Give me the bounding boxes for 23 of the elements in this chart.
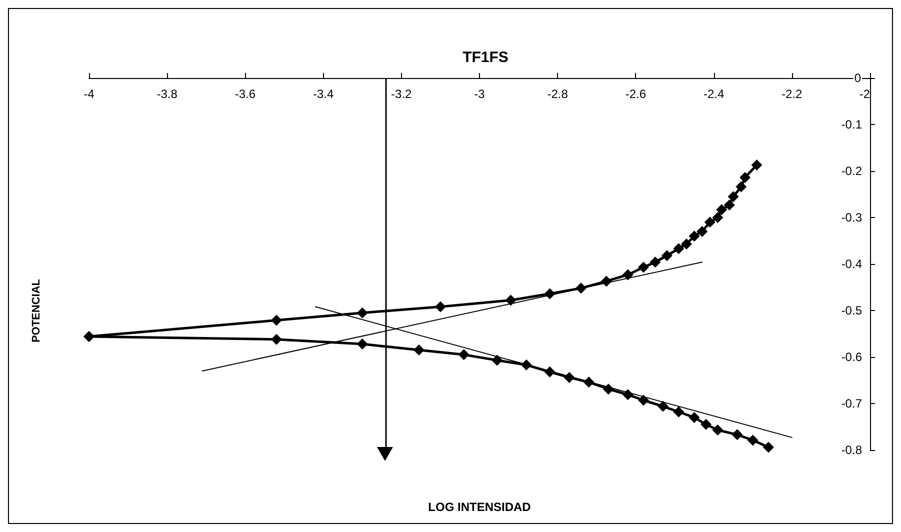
x-tick-label: -2 (859, 87, 870, 101)
x-tick-label: -3.6 (234, 87, 256, 101)
y-tick-label: -0.5 (841, 304, 862, 318)
y-axis-title: POTENCIAL (30, 278, 42, 343)
x-axis-title: LOG INTENSIDAD (428, 500, 532, 514)
y-tick-label: -0.8 (841, 443, 862, 457)
y-tick-label: -0.7 (841, 396, 862, 410)
x-tick-label: -4 (84, 87, 95, 101)
y-tick-label: -0.1 (841, 118, 862, 132)
x-tick-label: -2.4 (703, 87, 724, 101)
y-tick-label: -0.3 (841, 210, 862, 224)
x-tick-label: -3 (474, 87, 486, 101)
x-tick-label: -3.8 (156, 87, 178, 101)
x-tick-label: -2.6 (625, 87, 646, 101)
x-tick-label: -3.4 (312, 87, 334, 101)
y-tick-label: -0.4 (841, 257, 862, 271)
y-tick-label: -0.2 (841, 164, 862, 178)
y-tick-label: -0.6 (841, 350, 862, 364)
x-tick-label: -2.8 (547, 87, 568, 101)
x-tick-label: -3.2 (391, 87, 412, 101)
x-tick-label: -2.2 (782, 87, 803, 101)
y-tick-label: 0 (854, 71, 862, 85)
chart-title: TF1FS (462, 49, 508, 66)
